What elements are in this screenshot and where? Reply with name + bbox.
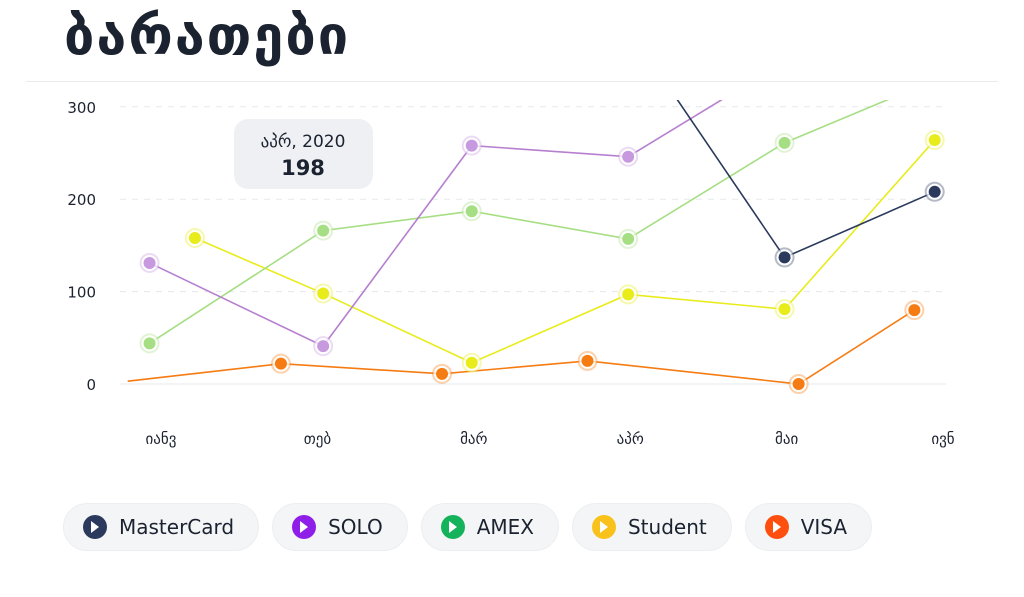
data-point[interactable] bbox=[465, 139, 478, 152]
legend-label: AMEX bbox=[476, 515, 534, 539]
x-axis-ticks: იანვ თებ მარ აპრ მაი ივნ bbox=[146, 430, 955, 448]
data-point[interactable] bbox=[622, 288, 635, 301]
data-point[interactable] bbox=[928, 185, 941, 198]
data-point[interactable] bbox=[778, 251, 791, 264]
data-point[interactable] bbox=[436, 367, 449, 380]
data-point[interactable] bbox=[622, 150, 635, 163]
chart-grid bbox=[120, 106, 946, 385]
series-line-visa bbox=[127, 309, 915, 385]
series-line-mastercard bbox=[676, 100, 936, 259]
series-mastercard bbox=[676, 100, 945, 268]
series-visa bbox=[127, 300, 925, 394]
data-point[interactable] bbox=[317, 224, 330, 237]
legend-item-solo[interactable]: SOLO bbox=[272, 503, 408, 551]
legend-label: SOLO bbox=[328, 515, 383, 539]
legend-item-mastercard[interactable]: MasterCard bbox=[63, 503, 260, 551]
page-title: ბარათები bbox=[64, 4, 351, 67]
legend-label: MasterCard bbox=[119, 515, 235, 539]
tooltip-value: 198 bbox=[281, 156, 325, 180]
data-point[interactable] bbox=[908, 304, 921, 317]
play-icon bbox=[83, 515, 107, 539]
title-divider bbox=[26, 81, 998, 82]
y-tick-label: 300 bbox=[67, 100, 96, 117]
legend-label: Student bbox=[627, 515, 707, 539]
data-point[interactable] bbox=[465, 356, 478, 369]
data-point[interactable] bbox=[778, 303, 791, 316]
series-solo bbox=[139, 100, 723, 357]
x-tick-label: ივნ bbox=[931, 430, 954, 448]
data-point[interactable] bbox=[928, 134, 941, 147]
x-tick-label: თებ bbox=[304, 430, 332, 448]
data-point[interactable] bbox=[792, 378, 805, 390]
series-amex bbox=[139, 100, 889, 354]
play-icon bbox=[591, 515, 616, 539]
play-icon bbox=[292, 515, 317, 539]
data-point[interactable] bbox=[143, 337, 156, 350]
series-line-amex bbox=[149, 100, 889, 345]
chart-legend: MasterCard SOLO AMEX Student VISA bbox=[63, 503, 873, 551]
data-point[interactable] bbox=[622, 232, 635, 245]
data-point[interactable] bbox=[143, 256, 156, 269]
data-point[interactable] bbox=[778, 136, 791, 149]
data-point[interactable] bbox=[317, 340, 330, 353]
play-icon bbox=[764, 515, 789, 539]
chart-series bbox=[127, 100, 945, 394]
y-tick-label: 0 bbox=[86, 376, 96, 394]
legend-item-visa[interactable]: VISA bbox=[744, 503, 873, 551]
legend-item-amex[interactable]: AMEX bbox=[420, 503, 559, 551]
y-axis-ticks: 0100200300400500 bbox=[67, 100, 96, 394]
data-point[interactable] bbox=[188, 232, 201, 245]
series-student bbox=[184, 130, 945, 373]
legend-item-student[interactable]: Student bbox=[571, 503, 732, 551]
x-tick-label: აპრ bbox=[617, 430, 644, 448]
y-tick-label: 100 bbox=[67, 284, 96, 302]
legend-label: VISA bbox=[800, 515, 848, 539]
x-tick-label: მარ bbox=[460, 430, 487, 448]
play-icon bbox=[440, 515, 465, 539]
series-line-solo bbox=[149, 100, 723, 348]
y-tick-label: 200 bbox=[67, 191, 96, 209]
series-line-student bbox=[194, 139, 936, 364]
tooltip-label: აპრ, 2020 bbox=[261, 132, 346, 152]
tooltip-box bbox=[234, 119, 373, 189]
x-tick-label: იანვ bbox=[146, 430, 177, 448]
x-tick-label: მაი bbox=[775, 430, 798, 448]
data-point[interactable] bbox=[317, 287, 330, 300]
chart-tooltip: აპრ, 2020 198 bbox=[234, 119, 373, 189]
data-point[interactable] bbox=[465, 205, 478, 218]
data-point[interactable] bbox=[274, 357, 287, 370]
data-point[interactable] bbox=[581, 354, 594, 367]
